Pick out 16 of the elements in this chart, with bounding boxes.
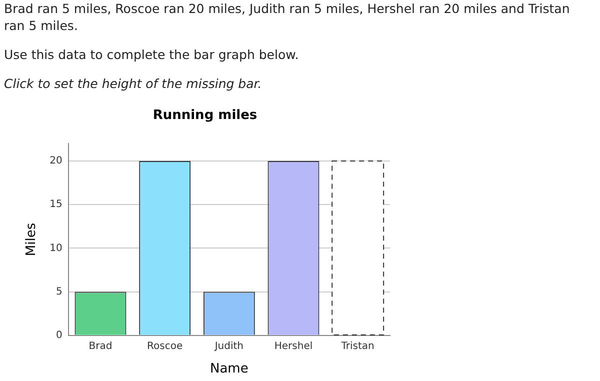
x-tick-label: Judith [214,340,244,352]
x-axis-title: Name [210,362,248,377]
y-axis-title: Miles [24,222,40,256]
y-tick-label: 10 [50,242,62,254]
y-tick-label: 5 [56,286,62,298]
chart-title: Running miles [152,108,258,124]
x-tick-label: Tristan [340,340,374,352]
text: Brad ran 5 miles, Roscoe ran 20 miles, Judith ran 5 miles, Hershel ran 20 miles and Tristan ran 5 miles. [4,0,571,34]
text: Click to set the height of the missing bar. [4,75,263,92]
x-tick-label: Hershel [274,340,313,352]
y-tick-label: 20 [50,156,62,167]
x-tick-label: Roscoe [147,340,183,352]
x-tick-label: Brad [88,340,112,352]
text: Use this data to complete the bar graph below. [4,46,300,63]
y-tick-label: 0 [56,330,62,341]
y-tick-label: 15 [50,199,62,210]
